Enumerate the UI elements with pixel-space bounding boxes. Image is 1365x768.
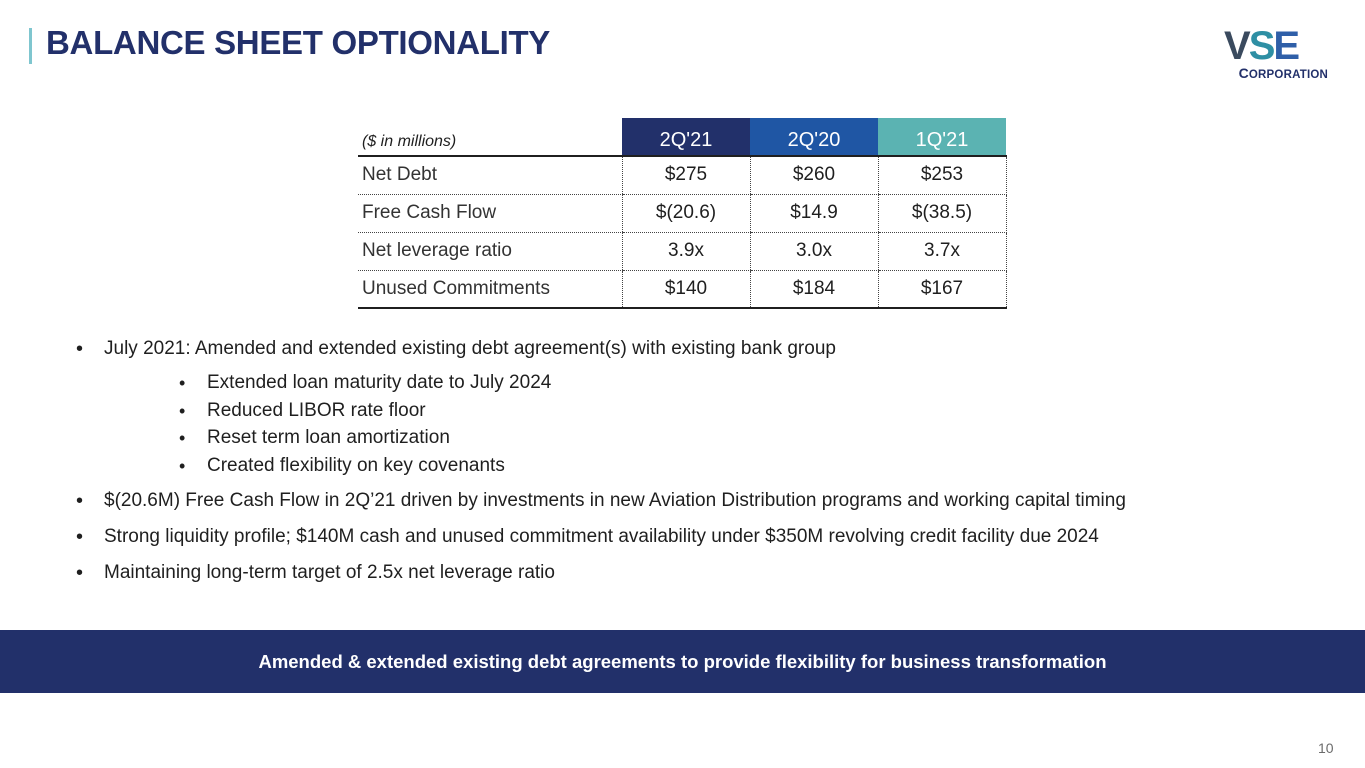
cell-value: $14.9 (749, 194, 878, 233)
sub-bullet-item: Reduced LIBOR rate floor (179, 398, 1126, 426)
banner-text: Amended & extended existing debt agreeme… (258, 650, 1107, 672)
logo-corp-rest: ORPORATION (1248, 69, 1328, 81)
cell-value: 3.7x (877, 232, 1007, 271)
table-header-row: ($ in millions) 2Q'21 2Q'20 1Q'21 (358, 118, 1006, 157)
column-header-2q20: 2Q'20 (750, 118, 878, 157)
bullet-list: July 2021: Amended and extended existing… (76, 336, 1126, 596)
column-header-2q21: 2Q'21 (622, 118, 750, 157)
cell-value: $(20.6) (621, 194, 750, 233)
row-label: Net Debt (358, 156, 622, 195)
cell-value: $253 (877, 156, 1007, 195)
sub-bullet-list: Extended loan maturity date to July 2024… (76, 370, 1126, 480)
sub-bullet-item: Extended loan maturity date to July 2024 (179, 370, 1126, 398)
bullet-item: $(20.6M) Free Cash Flow in 2Q’21 driven … (76, 488, 1126, 524)
row-label: Unused Commitments (358, 270, 622, 309)
units-label: ($ in millions) (358, 118, 622, 157)
cell-value: 3.0x (749, 232, 878, 271)
table-row: Free Cash Flow $(20.6) $14.9 $(38.5) (358, 194, 1007, 233)
cell-value: $(38.5) (877, 194, 1007, 233)
page-title: BALANCE SHEET OPTIONALITY (46, 24, 551, 61)
table-row: Net leverage ratio 3.9x 3.0x 3.7x (358, 232, 1007, 271)
table-row: Net Debt $275 $260 $253 (358, 156, 1007, 195)
table-row: Unused Commitments $140 $184 $167 (358, 270, 1007, 309)
logo-corp-initial: C (1238, 65, 1249, 81)
bullet-item: Strong liquidity profile; $140M cash and… (76, 524, 1126, 560)
logo-letter-e: E (1273, 24, 1300, 68)
sub-bullet-item: Reset term loan amortization (179, 425, 1126, 453)
summary-banner: Amended & extended existing debt agreeme… (0, 630, 1365, 693)
page-number: 10 (1318, 740, 1334, 756)
cell-value: $260 (749, 156, 878, 195)
cell-value: $184 (749, 270, 878, 309)
column-header-1q21: 1Q'21 (878, 118, 1006, 157)
cell-value: $275 (621, 156, 750, 195)
cell-value: 3.9x (621, 232, 750, 271)
balance-sheet-table: ($ in millions) 2Q'21 2Q'20 1Q'21 Net De… (358, 118, 1007, 309)
logo-letter-v: V (1224, 24, 1251, 68)
vse-corporation-logo: V S E CORPORATION (1224, 24, 1330, 82)
cell-value: $140 (621, 270, 750, 309)
row-label: Net leverage ratio (358, 232, 622, 271)
bullet-item: Maintaining long-term target of 2.5x net… (76, 560, 1126, 596)
logo-wordmark: CORPORATION (1224, 65, 1330, 81)
bullet-item: July 2021: Amended and extended existing… (76, 336, 1126, 372)
cell-value: $167 (877, 270, 1007, 309)
row-label: Free Cash Flow (358, 194, 622, 233)
logo-letter-s: S (1248, 24, 1276, 68)
sub-bullet-item: Created flexibility on key covenants (179, 453, 1126, 481)
logo-mark: V S E (1224, 24, 1330, 68)
title-accent-bar (29, 28, 32, 64)
